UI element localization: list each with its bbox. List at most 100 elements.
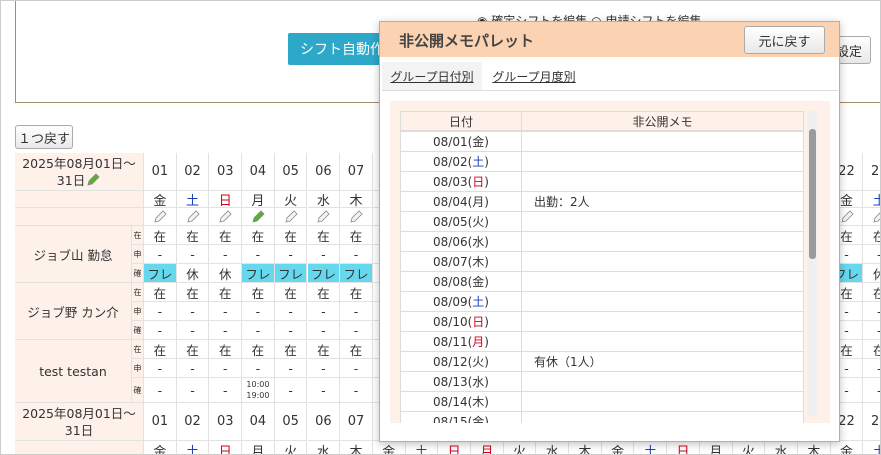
undo-button[interactable]: １つ戻す: [15, 125, 73, 149]
pencil-icon[interactable]: [217, 209, 233, 225]
pencil-cell: [176, 208, 210, 226]
date-text: 08/04(: [433, 194, 473, 209]
weekday-cell: 金: [830, 191, 864, 209]
pencil-cell: [242, 208, 275, 226]
blank-cell: [15, 191, 144, 208]
scrollbar[interactable]: [807, 111, 818, 416]
shift-cell: 在: [274, 340, 308, 359]
day-cell: 23: [863, 153, 880, 191]
pencil-icon[interactable]: [315, 209, 331, 225]
memo-cell[interactable]: [521, 211, 804, 232]
row-label: 確: [132, 264, 144, 283]
weekday-cell: 土: [635, 441, 668, 454]
tab[interactable]: グループ月度別: [492, 69, 576, 84]
shift-cell: -: [242, 245, 275, 264]
date-text: ): [484, 174, 489, 189]
date-text: 08/05(: [433, 214, 473, 229]
pencil-icon[interactable]: [348, 209, 364, 225]
shift-cell: -: [340, 302, 373, 321]
memo-cell[interactable]: [521, 311, 804, 332]
row-label: 在: [132, 283, 144, 302]
shift-cell: -: [307, 302, 341, 321]
scroll-thumb[interactable]: [809, 129, 816, 259]
memo-cell[interactable]: [521, 411, 804, 423]
day-cell: 03: [209, 153, 243, 191]
weekday: 金: [472, 415, 485, 423]
shift-cell: -: [176, 245, 210, 264]
memo-cell[interactable]: [521, 371, 804, 392]
shift-cell: -: [274, 378, 308, 403]
weekday-cell: 水: [765, 441, 798, 454]
memo-cell[interactable]: [521, 271, 804, 292]
row-label: 確: [132, 378, 144, 403]
weekday-cell: 土: [176, 191, 210, 209]
pencil-icon[interactable]: [283, 209, 299, 225]
date-text: ): [484, 254, 489, 269]
shift-cell: -: [144, 302, 177, 321]
pencil-icon[interactable]: [185, 209, 201, 225]
shift-cell: -: [830, 321, 864, 340]
auto-button[interactable]: シフト自動作: [288, 33, 398, 65]
day-cell: 06: [307, 153, 341, 191]
weekday-cell: 月: [700, 441, 733, 454]
day-cell: 04: [242, 403, 275, 441]
date-text: ): [484, 294, 489, 309]
shift-cell: フレ: [307, 264, 341, 283]
weekday-cell: 月: [471, 441, 504, 454]
pencil-icon[interactable]: [839, 209, 855, 225]
shift-cell: 在: [274, 226, 308, 245]
weekday-cell: 金: [602, 441, 635, 454]
date-text: ): [484, 374, 489, 389]
memo-cell[interactable]: 出勤：2人: [521, 191, 804, 212]
pencil-icon[interactable]: [871, 209, 881, 225]
date-text: 08/02(: [433, 154, 473, 169]
palette-title: 非公開メモパレット: [399, 32, 535, 50]
date-text: 08/13(: [433, 374, 473, 389]
date-cell: 08/13(水): [400, 371, 522, 392]
memo-cell[interactable]: [521, 251, 804, 272]
pencil-icon[interactable]: [250, 209, 266, 225]
shift-cell: -: [863, 245, 880, 264]
shift-cell: フレ: [340, 264, 373, 283]
pencil-cell: [863, 208, 881, 226]
weekday-cell: 火: [733, 441, 766, 454]
shift-cell: フレ: [242, 264, 275, 283]
date-text: 08/03(: [433, 174, 473, 189]
pencil-icon[interactable]: [85, 172, 101, 188]
memo-cell[interactable]: [521, 291, 804, 312]
date-text: 08/08(: [433, 274, 473, 289]
shift-cell: 在: [176, 226, 210, 245]
date-text: 08/01(: [433, 134, 473, 149]
memo-cell[interactable]: [521, 151, 804, 172]
memo-cell[interactable]: [521, 171, 804, 192]
date-cell: 08/05(火): [400, 211, 522, 232]
weekday-cell: 木: [798, 441, 831, 454]
weekday-cell: 月: [242, 191, 275, 209]
weekday-cell: 日: [209, 441, 243, 454]
shift-cell: -: [209, 378, 243, 403]
memo-cell[interactable]: 有休（1人）: [521, 351, 804, 372]
memo-cell[interactable]: [521, 231, 804, 252]
weekday-cell: 火: [275, 441, 308, 454]
memo-palette: 非公開メモパレット 元に戻す グループ日付別 グループ月度別 日付 非公開メモ 08…: [379, 21, 840, 442]
day-cell: 02: [176, 153, 210, 191]
shift-cell: -: [340, 378, 373, 403]
row-label: 申: [132, 245, 144, 264]
shift-cell: -: [144, 359, 177, 378]
date-cell: 08/12(火): [400, 351, 522, 372]
memo-cell[interactable]: [521, 131, 804, 152]
row-label: 在: [132, 226, 144, 245]
tab-active[interactable]: グループ日付別: [382, 62, 482, 90]
shift-cell: -: [830, 378, 864, 403]
pencil-icon[interactable]: [152, 209, 168, 225]
pencil-cell: [830, 208, 864, 226]
memo-cell[interactable]: [521, 331, 804, 352]
weekday: 水: [472, 375, 485, 389]
date-text: ): [484, 394, 489, 409]
restore-button[interactable]: 元に戻す: [744, 26, 825, 54]
date-text: ): [484, 234, 489, 249]
row-label: 確: [132, 321, 144, 340]
employee-name: ジョブ野 カン介: [15, 283, 132, 340]
memo-cell[interactable]: [521, 391, 804, 412]
day-cell: 01: [144, 403, 177, 441]
